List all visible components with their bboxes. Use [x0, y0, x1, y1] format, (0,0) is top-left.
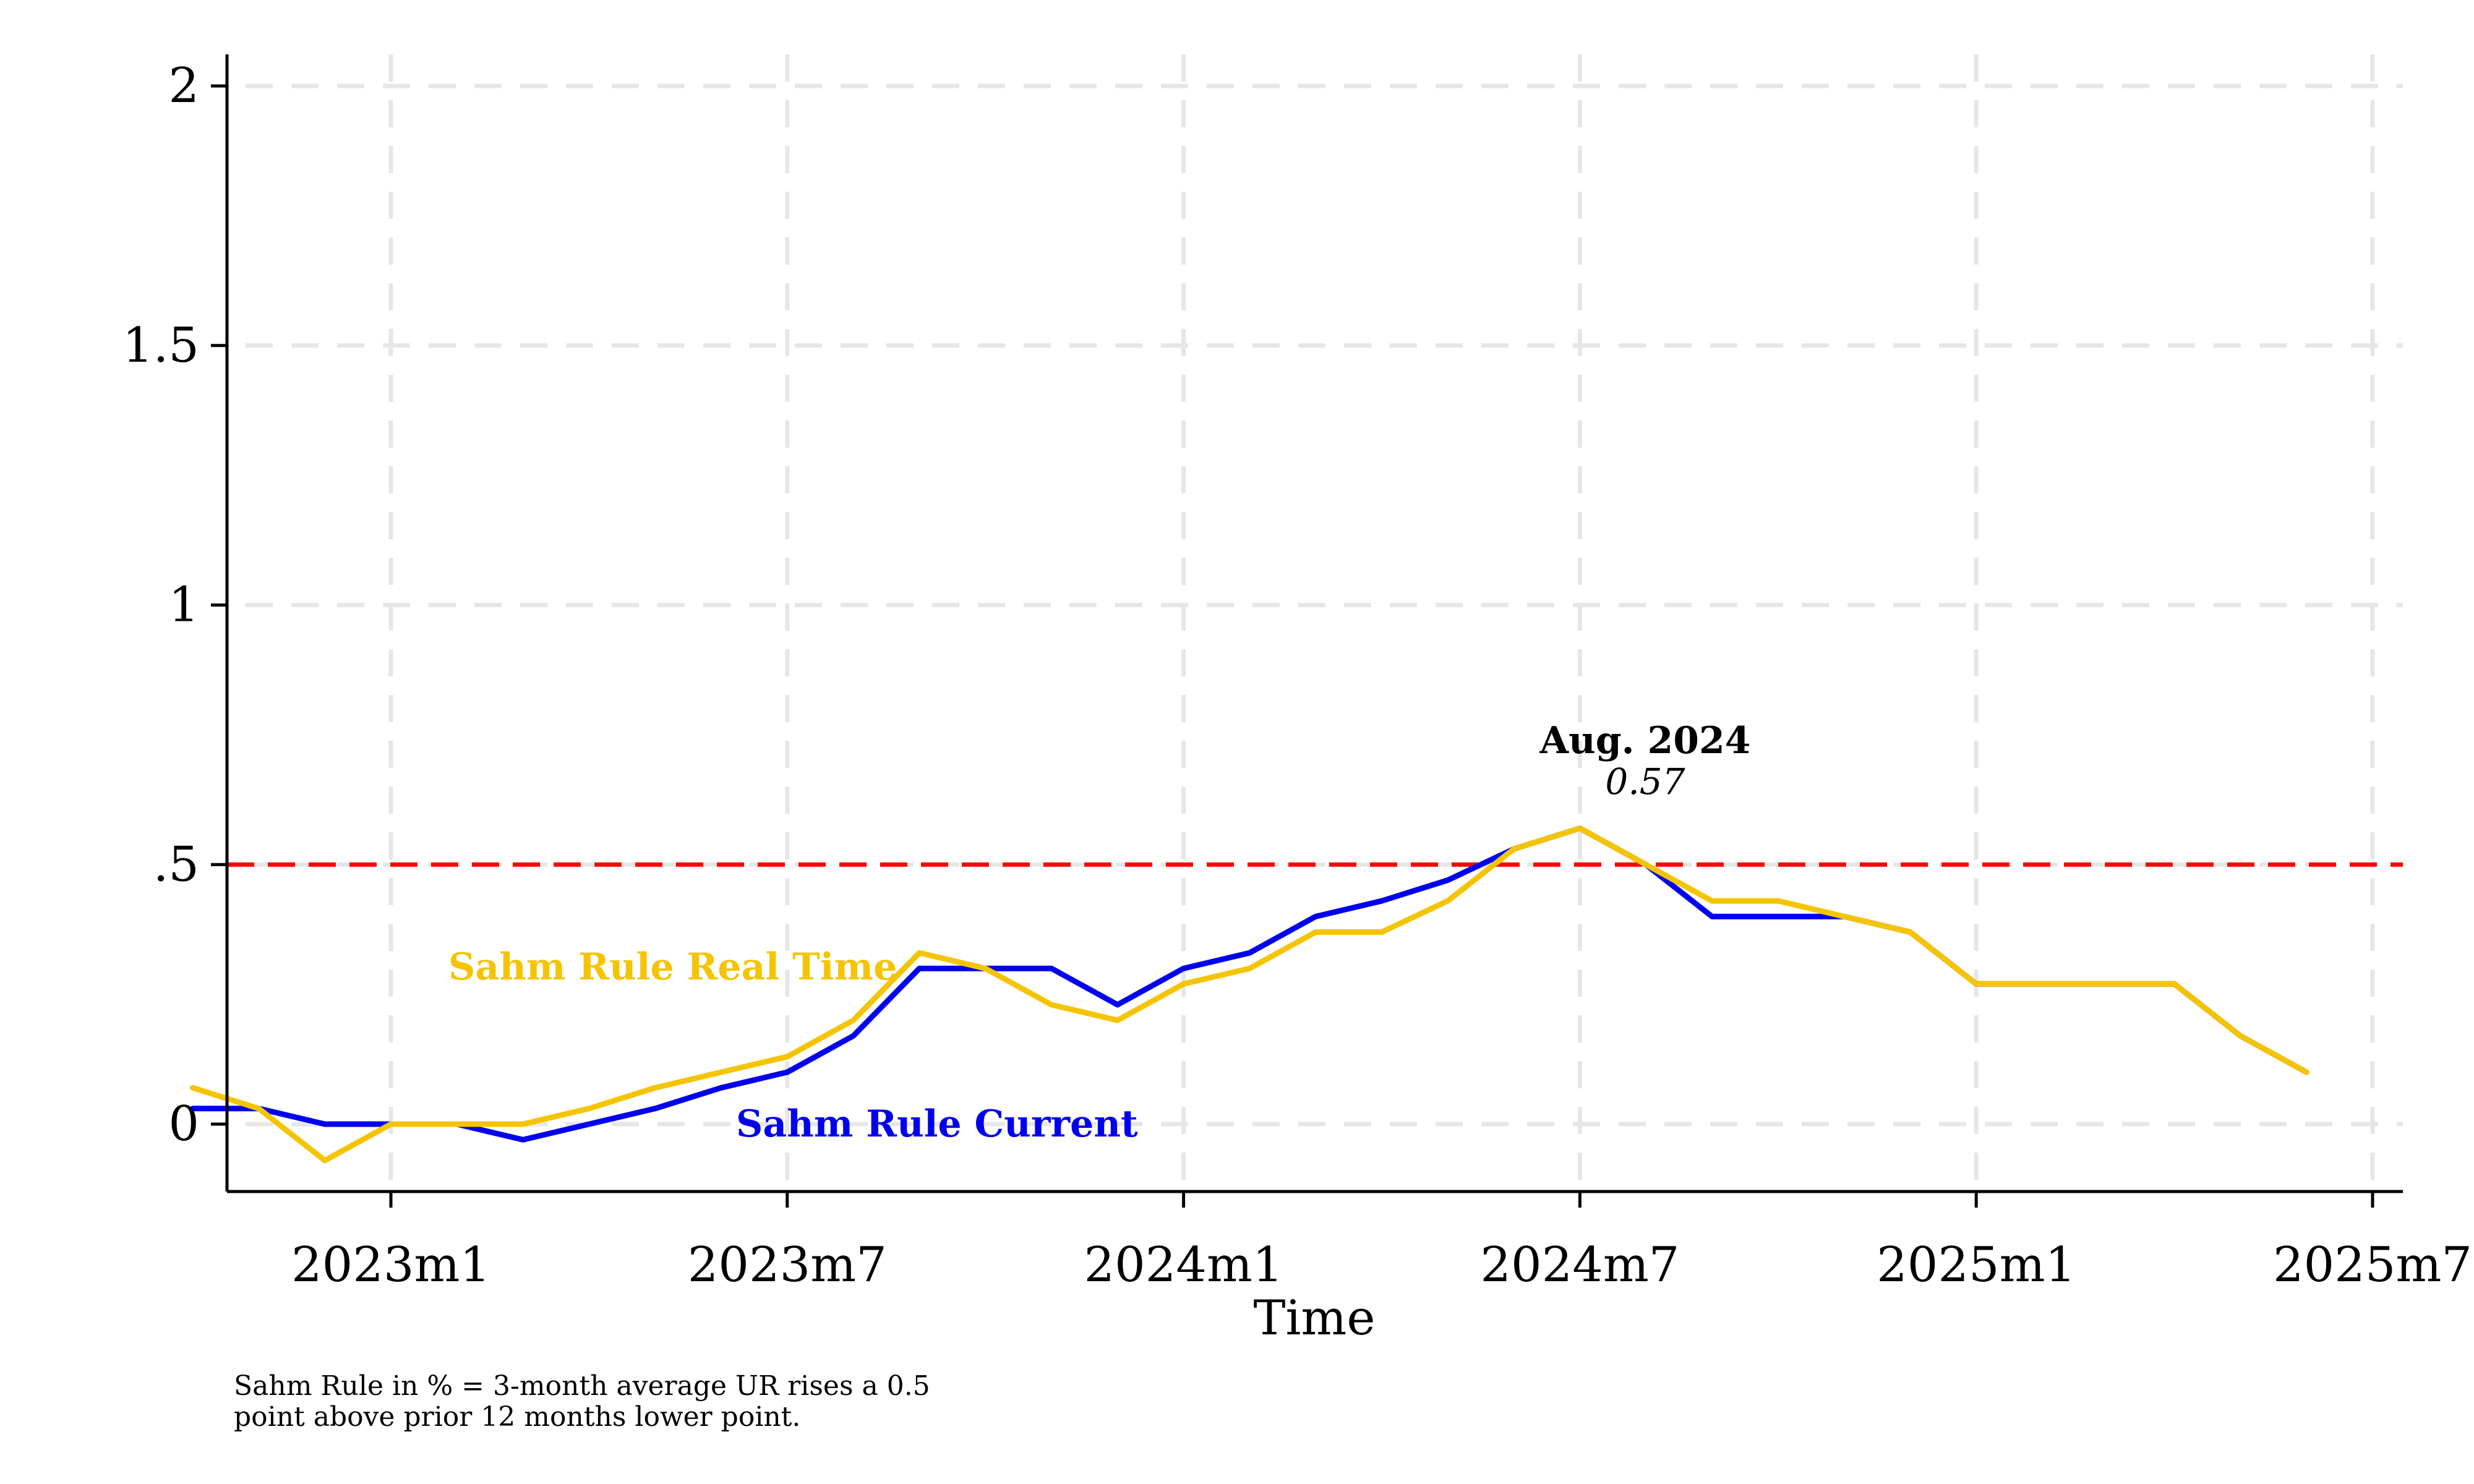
footnote-line-2: point above prior 12 months lower point.	[234, 1401, 800, 1433]
x-tick-label: 2023m1	[291, 1237, 490, 1293]
y-tick-label: 1	[168, 578, 199, 633]
y-tick-label: 0	[168, 1096, 199, 1152]
annotation-value: 0.57	[1605, 761, 1685, 803]
y-tick-label: 1.5	[122, 318, 199, 373]
x-tick-label: 2023m7	[688, 1237, 887, 1293]
x-axis-title: Time	[1253, 1290, 1375, 1346]
x-tick-label: 2024m7	[1480, 1237, 1679, 1293]
y-tick-label: .5	[153, 837, 199, 892]
series-layer	[190, 825, 2309, 1164]
labels-layer: Sahm Rule Real Time Sahm Rule Current Au…	[234, 719, 1750, 1433]
y-tick-label: 2	[168, 58, 199, 114]
axes: 0 .5 1 1.5 2 2023m1 2023m7 2024m1 2024m7 2025m1 20…	[122, 54, 2472, 1293]
x-tick-label: 2025m7	[2273, 1237, 2472, 1293]
series-line-sahm-rule-real-time	[190, 825, 2309, 1164]
annotation-title: Aug. 2024	[1539, 719, 1751, 762]
x-tick-label: 2025m1	[1877, 1237, 2076, 1293]
series-label-sahm-rule-real-time: Sahm Rule Real Time	[448, 945, 897, 989]
footnote-line-1: Sahm Rule in % = 3-month average UR rise…	[234, 1370, 930, 1402]
x-tick-label: 2024m1	[1084, 1237, 1283, 1293]
series-label-sahm-rule-current: Sahm Rule Current	[736, 1102, 1138, 1146]
